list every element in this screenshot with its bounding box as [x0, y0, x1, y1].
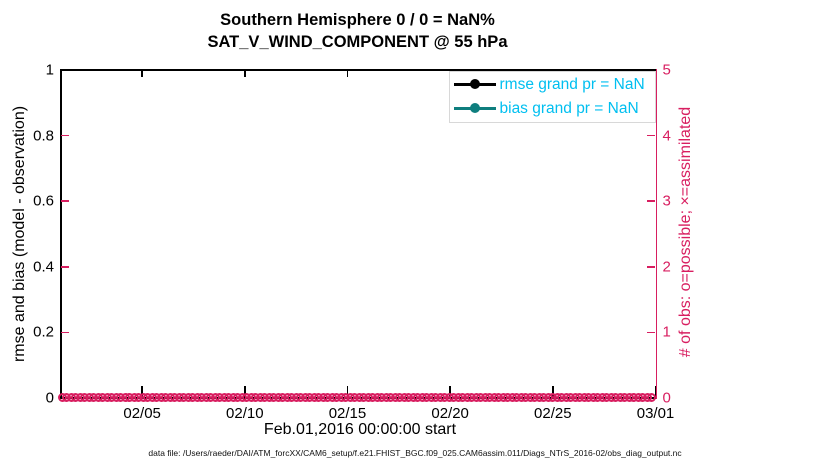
- bias-line-marker-icon: [453, 98, 496, 120]
- right-y-tick-label: 2: [662, 258, 671, 276]
- left-y-tick-label: 0.6: [33, 192, 54, 210]
- figure-title: Southern Hemisphere 0 / 0 = NaN% SAT_V_W…: [60, 9, 655, 53]
- left-y-tick-label: 0.4: [33, 258, 54, 276]
- caption-datafile: data file: /Users/raeder/DAI/ATM_forcXX/…: [148, 448, 682, 458]
- left-y-tick-label: 0: [45, 389, 54, 407]
- x-tick-label: 02/15: [328, 405, 367, 422]
- rmse-line-marker-icon: [453, 74, 496, 96]
- legend-label-rmse: rmse grand pr = NaN: [499, 75, 645, 93]
- legend-item-rmse: rmse grand pr = NaN: [453, 74, 655, 96]
- bias-marker-dot: [469, 103, 480, 113]
- x-tick-bottom: [244, 386, 246, 398]
- right-inner-tick: [647, 266, 655, 268]
- x-tick-bottom: [449, 386, 451, 398]
- left-inner-tick: [61, 331, 69, 334]
- right-inner-tick: [647, 331, 655, 334]
- x-tick-bottom: [141, 386, 143, 398]
- legend-label-bias: bias grand pr = NaN: [499, 99, 639, 117]
- right-y-axis-label: # of obs: o=possible; ×=assimilated: [677, 106, 694, 358]
- x-tick-bottom: [552, 386, 554, 398]
- left-inner-tick: [61, 266, 69, 268]
- title-line1: Southern Hemisphere 0 / 0 = NaN%: [220, 11, 495, 29]
- x-tick-bottom: [346, 386, 349, 398]
- x-tick-label: 02/05: [123, 405, 161, 422]
- plot-left-spine: [60, 69, 62, 398]
- plot-right-spine: [655, 69, 658, 399]
- right-inner-tick: [647, 134, 655, 137]
- right-inner-tick: [647, 200, 655, 202]
- left-inner-tick: [61, 200, 69, 202]
- x-axis-label: Feb.01,2016 00:00:00 start: [263, 421, 457, 438]
- x-tick-top: [654, 70, 657, 77]
- title-line2: SAT_V_WIND_COMPONENT @ 55 hPa: [207, 33, 508, 51]
- right-y-tick-label: 3: [662, 192, 671, 210]
- right-y-tick-label: 0: [662, 389, 671, 407]
- left-y-tick-label: 0.2: [33, 323, 54, 341]
- x-tick-bottom: [654, 386, 657, 398]
- left-inner-tick: [61, 134, 69, 137]
- right-y-tick-label: 1: [662, 323, 671, 341]
- x-tick-label: 02/10: [226, 405, 264, 422]
- right-y-tick-label: 4: [662, 127, 671, 145]
- x-tick-top: [346, 70, 349, 77]
- left-y-tick-label: 1: [45, 61, 54, 79]
- legend: rmse grand pr = NaN bias grand pr = NaN: [448, 70, 656, 123]
- left-y-tick-label: 0.8: [33, 127, 54, 145]
- x-tick-label: 02/25: [534, 405, 572, 422]
- legend-item-bias: bias grand pr = NaN: [453, 98, 655, 120]
- plot-top-spine: [60, 69, 657, 71]
- x-tick-top: [244, 70, 246, 77]
- rmse-marker-dot: [469, 79, 480, 89]
- x-tick-top: [141, 70, 143, 77]
- right-y-tick-label: 5: [662, 61, 671, 79]
- x-tick-label: 02/20: [431, 405, 469, 422]
- left-y-axis-label: rmse and bias (model - observation): [11, 105, 28, 363]
- obs-possible-marker: [647, 392, 656, 402]
- x-tick-label: 03/01: [636, 405, 675, 422]
